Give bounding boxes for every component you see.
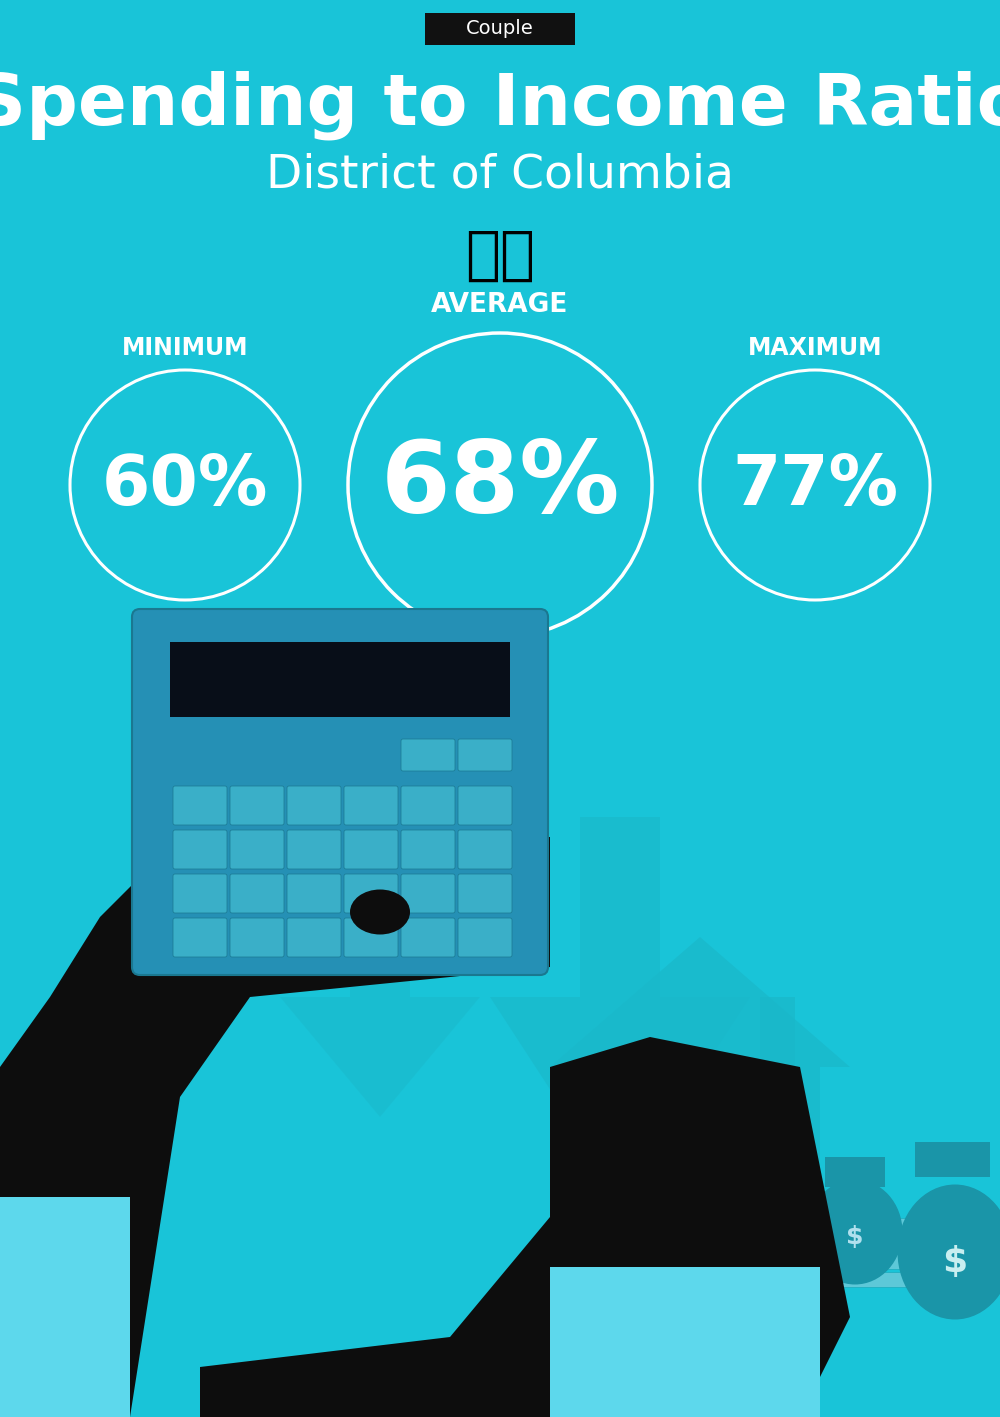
FancyBboxPatch shape bbox=[655, 1168, 725, 1297]
FancyBboxPatch shape bbox=[173, 786, 227, 825]
FancyBboxPatch shape bbox=[230, 786, 284, 825]
Text: 77%: 77% bbox=[732, 452, 898, 519]
FancyBboxPatch shape bbox=[915, 1142, 990, 1178]
FancyBboxPatch shape bbox=[344, 874, 398, 913]
Polygon shape bbox=[580, 1067, 820, 1297]
Polygon shape bbox=[200, 1037, 850, 1417]
FancyBboxPatch shape bbox=[760, 998, 795, 1067]
Polygon shape bbox=[0, 837, 550, 1417]
Text: 60%: 60% bbox=[102, 452, 268, 519]
FancyBboxPatch shape bbox=[230, 874, 284, 913]
FancyBboxPatch shape bbox=[830, 1254, 940, 1270]
Ellipse shape bbox=[898, 1185, 1000, 1319]
FancyBboxPatch shape bbox=[825, 1158, 885, 1187]
FancyBboxPatch shape bbox=[173, 874, 227, 913]
FancyBboxPatch shape bbox=[401, 918, 455, 956]
Text: AVERAGE: AVERAGE bbox=[431, 292, 569, 317]
Ellipse shape bbox=[808, 1179, 903, 1284]
FancyBboxPatch shape bbox=[287, 918, 341, 956]
FancyBboxPatch shape bbox=[287, 830, 341, 869]
FancyBboxPatch shape bbox=[458, 786, 512, 825]
FancyBboxPatch shape bbox=[230, 918, 284, 956]
Text: MINIMUM: MINIMUM bbox=[122, 336, 248, 360]
Polygon shape bbox=[280, 867, 480, 1117]
Ellipse shape bbox=[350, 890, 410, 934]
Text: Spending to Income Ratio: Spending to Income Ratio bbox=[0, 71, 1000, 140]
FancyBboxPatch shape bbox=[173, 830, 227, 869]
FancyBboxPatch shape bbox=[830, 1219, 940, 1233]
FancyBboxPatch shape bbox=[401, 740, 455, 771]
FancyBboxPatch shape bbox=[344, 918, 398, 956]
Polygon shape bbox=[490, 818, 750, 1197]
FancyBboxPatch shape bbox=[287, 786, 341, 825]
FancyBboxPatch shape bbox=[344, 786, 398, 825]
Polygon shape bbox=[0, 1197, 130, 1417]
Text: MAXIMUM: MAXIMUM bbox=[748, 336, 882, 360]
Text: $: $ bbox=[942, 1246, 968, 1280]
Polygon shape bbox=[550, 1267, 820, 1417]
Text: $: $ bbox=[846, 1226, 864, 1248]
Text: 🇺🇸: 🇺🇸 bbox=[465, 227, 535, 283]
Polygon shape bbox=[550, 937, 850, 1067]
FancyBboxPatch shape bbox=[401, 874, 455, 913]
FancyBboxPatch shape bbox=[458, 918, 512, 956]
FancyBboxPatch shape bbox=[170, 642, 510, 717]
FancyBboxPatch shape bbox=[830, 1272, 940, 1287]
FancyBboxPatch shape bbox=[401, 830, 455, 869]
FancyBboxPatch shape bbox=[458, 874, 512, 913]
Text: Couple: Couple bbox=[466, 20, 534, 38]
FancyBboxPatch shape bbox=[132, 609, 548, 975]
FancyBboxPatch shape bbox=[401, 786, 455, 825]
FancyBboxPatch shape bbox=[830, 1236, 940, 1251]
FancyBboxPatch shape bbox=[230, 830, 284, 869]
FancyBboxPatch shape bbox=[344, 830, 398, 869]
FancyBboxPatch shape bbox=[425, 13, 575, 45]
FancyBboxPatch shape bbox=[458, 740, 512, 771]
FancyBboxPatch shape bbox=[458, 830, 512, 869]
FancyBboxPatch shape bbox=[287, 874, 341, 913]
Text: District of Columbia: District of Columbia bbox=[266, 153, 734, 197]
Text: 68%: 68% bbox=[380, 436, 620, 533]
FancyBboxPatch shape bbox=[173, 918, 227, 956]
